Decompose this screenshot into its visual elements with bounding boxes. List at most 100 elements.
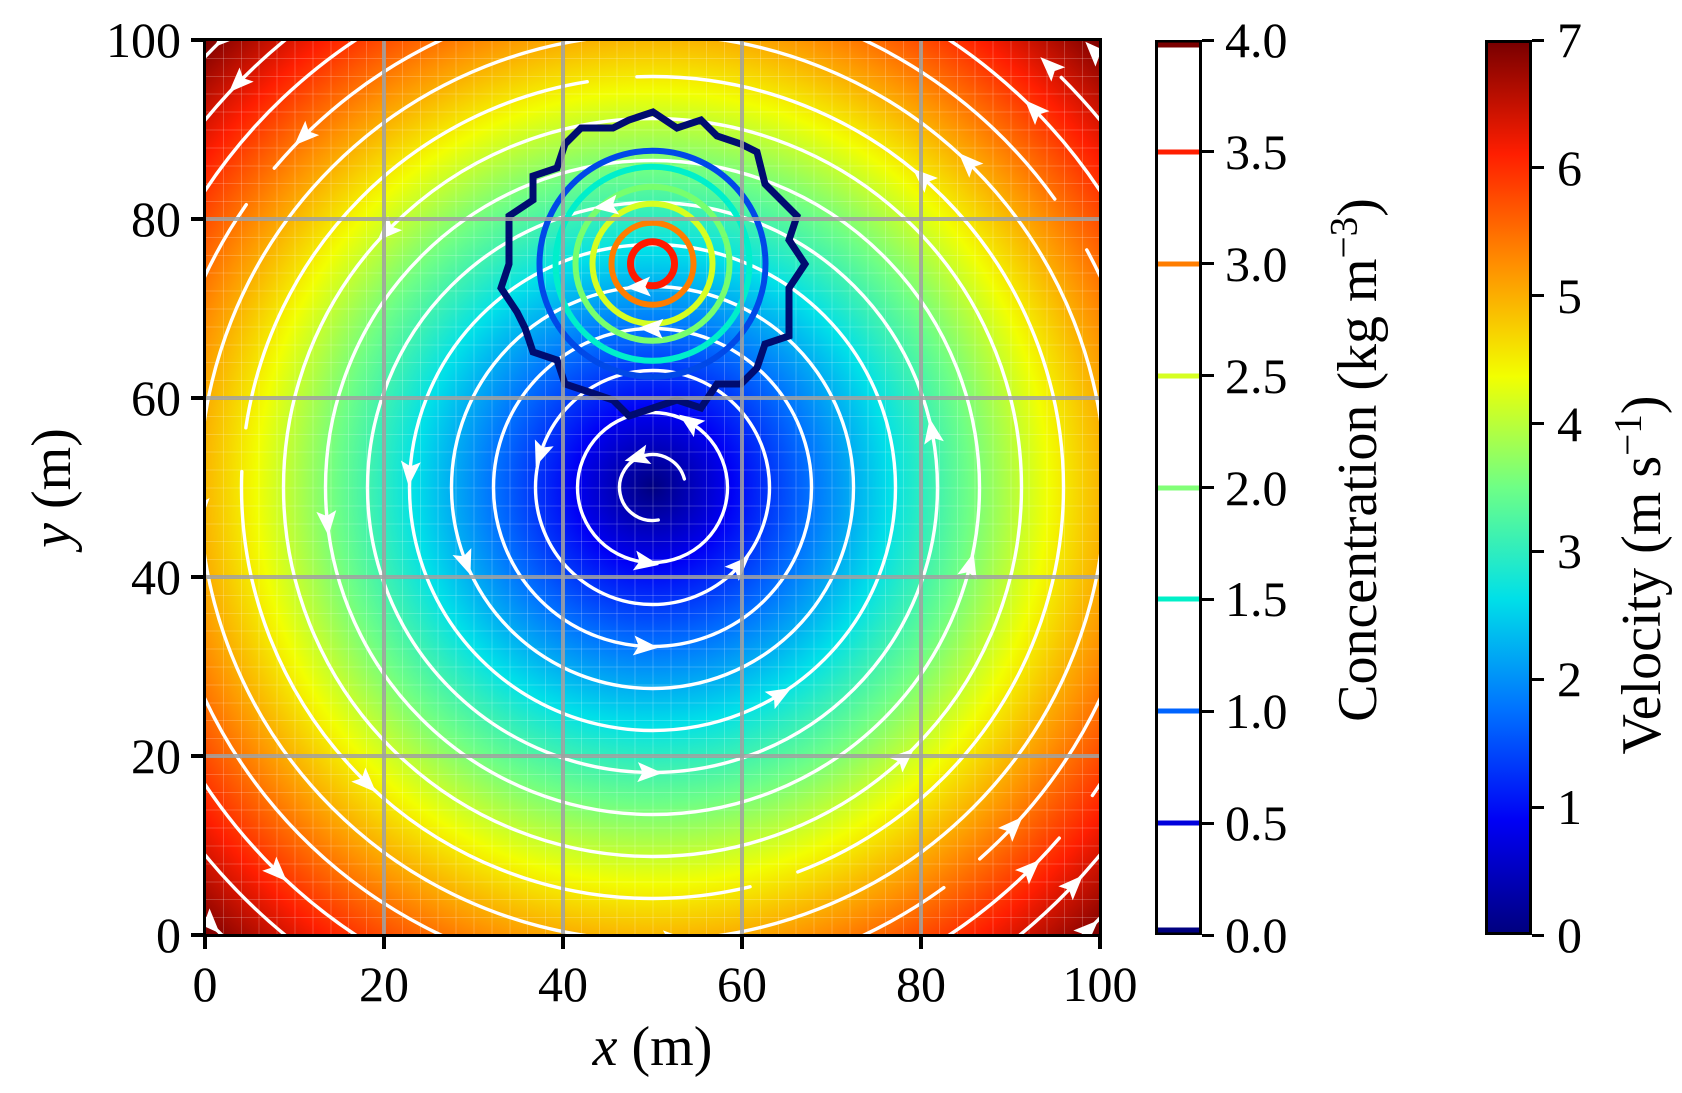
streamline-arrowhead xyxy=(1085,41,1100,67)
streamline-arrowhead xyxy=(351,767,377,793)
streamline-arrowhead xyxy=(316,510,337,536)
y-tick-mark xyxy=(191,38,205,42)
streamline-arrowhead xyxy=(262,856,287,882)
concentration-level-line-0.5 xyxy=(1158,820,1199,826)
x-tick-label: 80 xyxy=(896,956,946,1012)
velocity-cbar-tick xyxy=(1532,549,1544,553)
y-tick-label: 100 xyxy=(106,12,181,68)
x-tick-mark xyxy=(382,935,386,949)
y-tick-mark xyxy=(191,754,205,758)
streamline-circle xyxy=(205,40,1100,935)
streamline-arrowhead xyxy=(764,687,792,710)
streamline-circle xyxy=(533,368,772,607)
streamline-arrowhead xyxy=(534,439,554,467)
gridline-x60 xyxy=(740,40,744,935)
concentration-cbar-tick xyxy=(1202,374,1214,378)
y-tick-label: 60 xyxy=(131,370,181,426)
y-tick-label: 20 xyxy=(131,728,181,784)
concentration-cbar-tick xyxy=(1202,486,1214,489)
velocity-cbar-tick-label: 1 xyxy=(1557,779,1582,836)
streamline-arrowhead xyxy=(637,762,663,783)
concentration-colorbar-title: Concentration (kg m−3) xyxy=(1322,198,1389,722)
contour-ring-level-3 xyxy=(608,219,697,308)
velocity-cbar-tick xyxy=(1532,933,1544,937)
contour-ring-level-0.5-jagged xyxy=(497,108,810,421)
streamline-arrowhead xyxy=(1014,859,1040,885)
concentration-title-close: ) xyxy=(1327,198,1389,217)
velocity-cbar-tick-label: 6 xyxy=(1557,139,1582,196)
concentration-cbar-tick xyxy=(1202,709,1214,713)
gridline-x40 xyxy=(561,40,565,935)
x-axis-label: x (m) xyxy=(593,1019,713,1075)
streamline-circle xyxy=(205,40,1100,935)
concentration-level-line-0.0 xyxy=(1158,927,1199,933)
streamline-arrowhead xyxy=(228,67,254,93)
contour-ring-level-3.5 xyxy=(627,238,678,290)
velocity-cbar-tick-label: 4 xyxy=(1557,395,1582,452)
gridline-y60 xyxy=(205,396,1100,400)
gridline-x20 xyxy=(382,40,386,935)
velocity-cbar-tick-label: 7 xyxy=(1557,12,1582,68)
x-axis-label-var: x xyxy=(592,1016,618,1078)
plot-area xyxy=(205,40,1100,935)
gridline-y20 xyxy=(205,754,1100,758)
y-tick-mark xyxy=(191,933,205,937)
streamline-arrowhead xyxy=(593,194,620,215)
concentration-cbar-tick-label: 3.5 xyxy=(1225,123,1288,180)
streamline-arrowhead xyxy=(679,414,706,438)
velocity-title-close: ) xyxy=(1611,395,1673,415)
x-tick-mark xyxy=(919,935,923,949)
x-axis-label-unit: (m) xyxy=(617,1016,713,1078)
velocity-cbar-tick xyxy=(1532,294,1544,298)
x-tick-label: 0 xyxy=(192,956,218,1012)
streamline-arrowhead xyxy=(924,418,944,445)
concentration-cbar-tick-label: 1.5 xyxy=(1225,571,1288,628)
velocity-title-text: Velocity (m s xyxy=(1611,455,1673,755)
streamline-arrowhead xyxy=(638,318,664,339)
concentration-title-text: Concentration (kg m xyxy=(1327,258,1389,722)
contour-ring-level-2 xyxy=(572,183,733,344)
concentration-level-line-2.0 xyxy=(1158,485,1199,490)
streamline-arrowhead xyxy=(400,460,421,487)
x-tick-mark xyxy=(203,935,207,949)
streamline-circle xyxy=(205,40,1100,935)
velocity-cbar-tick xyxy=(1532,166,1544,170)
y-tick-mark xyxy=(191,396,205,400)
streamline-arrowhead xyxy=(912,168,938,193)
concentration-level-line-3.5 xyxy=(1158,149,1199,155)
streamline-contour-overlay xyxy=(205,40,1100,935)
concentration-cbar-tick xyxy=(1202,933,1214,937)
streamline-arrowhead xyxy=(632,635,659,656)
velocity-cbar-tick-label: 0 xyxy=(1557,907,1582,963)
velocity-title-sup: −1 xyxy=(1606,414,1650,456)
velocity-cbar-tick xyxy=(1532,677,1544,681)
concentration-cbar-tick xyxy=(1202,262,1214,266)
concentration-cbar-tick-label: 1.0 xyxy=(1225,683,1288,740)
streamline-arrowhead xyxy=(632,550,660,571)
streamline-arrowhead xyxy=(1073,920,1099,935)
y-tick-label: 0 xyxy=(156,907,181,963)
streamline-arrowhead xyxy=(997,816,1023,842)
y-tick-mark xyxy=(191,217,205,221)
concentration-cbar-tick-label: 2.5 xyxy=(1225,347,1288,404)
streamline-circle xyxy=(281,116,1024,859)
streamline-arrowhead xyxy=(624,444,652,464)
concentration-colorbar xyxy=(1155,40,1202,935)
velocity-cbar-tick xyxy=(1532,38,1544,42)
concentration-cbar-tick xyxy=(1202,38,1214,42)
velocity-colorbar-title: Velocity (m s−1) xyxy=(1606,395,1673,755)
streamline-inner-arc xyxy=(617,452,687,523)
concentration-cbar-tick-label: 0.0 xyxy=(1225,907,1288,963)
streamline-circle xyxy=(205,40,1100,935)
streamline-arrowhead xyxy=(1058,875,1083,901)
streamline-arrowhead xyxy=(294,120,320,146)
y-tick-mark xyxy=(191,575,205,579)
velocity-cbar-tick xyxy=(1532,805,1544,809)
streamline-arrowhead xyxy=(1024,100,1050,126)
x-tick-label: 100 xyxy=(1062,956,1138,1012)
velocity-cbar-tick-label: 5 xyxy=(1557,267,1582,324)
velocity-cbar-tick-label: 3 xyxy=(1557,523,1582,580)
streamline-circle xyxy=(205,40,1100,935)
y-tick-label: 40 xyxy=(131,549,181,605)
streamline-circle xyxy=(323,158,982,817)
